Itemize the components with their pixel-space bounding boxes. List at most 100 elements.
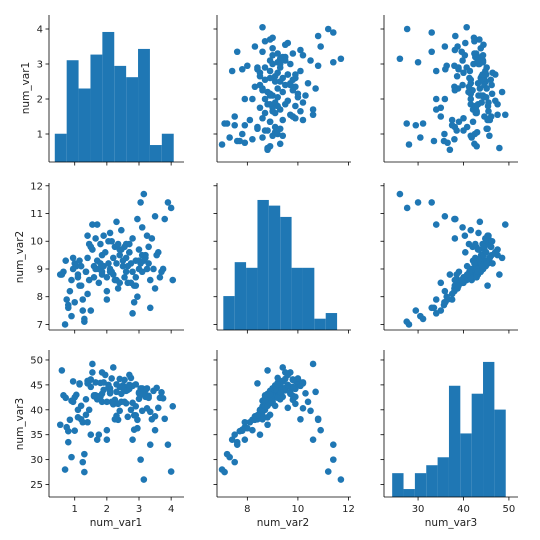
scatter-point	[79, 458, 87, 466]
y-tick-label: 35	[30, 430, 43, 441]
scatter-point	[264, 402, 271, 410]
scatter-point	[92, 379, 99, 386]
scatter-point	[119, 257, 127, 264]
scatter-point	[158, 389, 165, 396]
scatter-point	[294, 375, 302, 382]
scatter-point	[121, 243, 128, 251]
scatter-point	[455, 64, 462, 71]
scatter-point	[462, 39, 469, 47]
scatter-point	[228, 67, 236, 75]
scatter-point	[483, 260, 490, 267]
scatter-point	[330, 441, 337, 448]
hist-bar	[234, 262, 247, 330]
scatter-point	[259, 415, 266, 423]
scatter-point	[85, 406, 93, 414]
y-tick-label: 10	[30, 237, 43, 248]
scatter-point	[90, 274, 98, 281]
scatter-point	[455, 118, 463, 126]
scatter-point	[246, 116, 254, 124]
scatter-point	[259, 408, 266, 416]
scatter-point	[148, 235, 156, 242]
scatter-point	[271, 99, 279, 106]
scatter-point	[287, 390, 294, 398]
scatter-point	[412, 121, 420, 129]
x-axis-label-col-2: num_var2	[257, 517, 309, 529]
scatter-point	[491, 249, 499, 256]
scatter-point	[292, 400, 299, 408]
scatter-point	[299, 51, 307, 59]
scatter-point	[254, 123, 261, 131]
scatter-point	[471, 130, 479, 138]
scatter-point	[479, 51, 487, 59]
scatter-point	[274, 85, 281, 92]
scatter-point	[264, 413, 271, 421]
scatter-point	[151, 212, 159, 220]
scatter-point	[105, 260, 112, 267]
scatter-point	[441, 287, 449, 295]
scatter-point	[459, 81, 466, 89]
scatter-point	[132, 411, 140, 419]
scatter-point	[312, 388, 319, 396]
scatter-point	[259, 23, 266, 31]
scatter-point	[71, 394, 79, 401]
scatter-point	[451, 86, 459, 94]
scatter-point	[108, 375, 115, 382]
scatter-point	[396, 190, 404, 198]
scatter-point	[289, 113, 297, 120]
scatter-point	[66, 416, 74, 424]
hist-bar	[414, 473, 427, 497]
scatter-point	[79, 307, 87, 314]
scatter-point	[169, 276, 177, 284]
scatter-point	[276, 389, 284, 396]
scatter-point	[337, 476, 345, 483]
scatter-point	[443, 293, 450, 301]
scatter-point	[114, 400, 122, 408]
scatter-point	[116, 279, 124, 287]
hist-bar	[223, 296, 235, 330]
hist-bar	[494, 409, 506, 497]
hist-bar	[302, 267, 315, 330]
scatter-point	[314, 32, 322, 40]
scatter-point	[256, 81, 264, 89]
scatter-point	[462, 249, 469, 256]
scatter-point	[264, 421, 271, 429]
hist-bar	[161, 133, 174, 162]
x-tick-label: 12	[342, 504, 355, 515]
scatter-point	[309, 436, 317, 443]
scatter-point	[472, 240, 479, 248]
scatter-point	[146, 276, 154, 284]
x-axis-label-col-1: num_var1	[90, 517, 142, 529]
scatter-point	[428, 304, 435, 312]
scatter-point	[312, 85, 319, 92]
hist-bar	[126, 77, 139, 162]
scatter-point	[84, 380, 91, 387]
scatter-point	[221, 120, 228, 127]
scatter-point	[138, 268, 146, 276]
scatter-point	[137, 456, 144, 463]
y-axis-label-row-2: num_var2	[14, 231, 26, 283]
scatter-point	[481, 243, 488, 251]
scatter-point	[307, 407, 314, 415]
scatter-point	[146, 408, 154, 416]
scatter-point	[84, 290, 91, 298]
scatter-point	[448, 116, 456, 124]
scatter-point	[467, 226, 475, 234]
scatter-point	[109, 401, 117, 408]
panel-num_var1-vs-num_var3	[380, 15, 518, 166]
scatter-point	[482, 249, 490, 256]
hist-bar	[448, 385, 461, 497]
scatter-point	[261, 95, 269, 103]
scatter-point	[122, 268, 130, 276]
scatter-point	[130, 298, 138, 306]
scatter-point	[126, 249, 133, 256]
scatter-point	[419, 120, 427, 127]
scatter-point	[233, 441, 241, 448]
scatter-point	[458, 48, 465, 56]
scatter-point	[87, 307, 95, 314]
scatter-point	[471, 50, 478, 57]
scatter-point	[153, 384, 160, 392]
scatter-point	[140, 257, 148, 264]
y-axis-label-row-1: num_var1	[20, 62, 32, 114]
scatter-point	[68, 276, 75, 284]
scatter-point	[124, 262, 132, 270]
